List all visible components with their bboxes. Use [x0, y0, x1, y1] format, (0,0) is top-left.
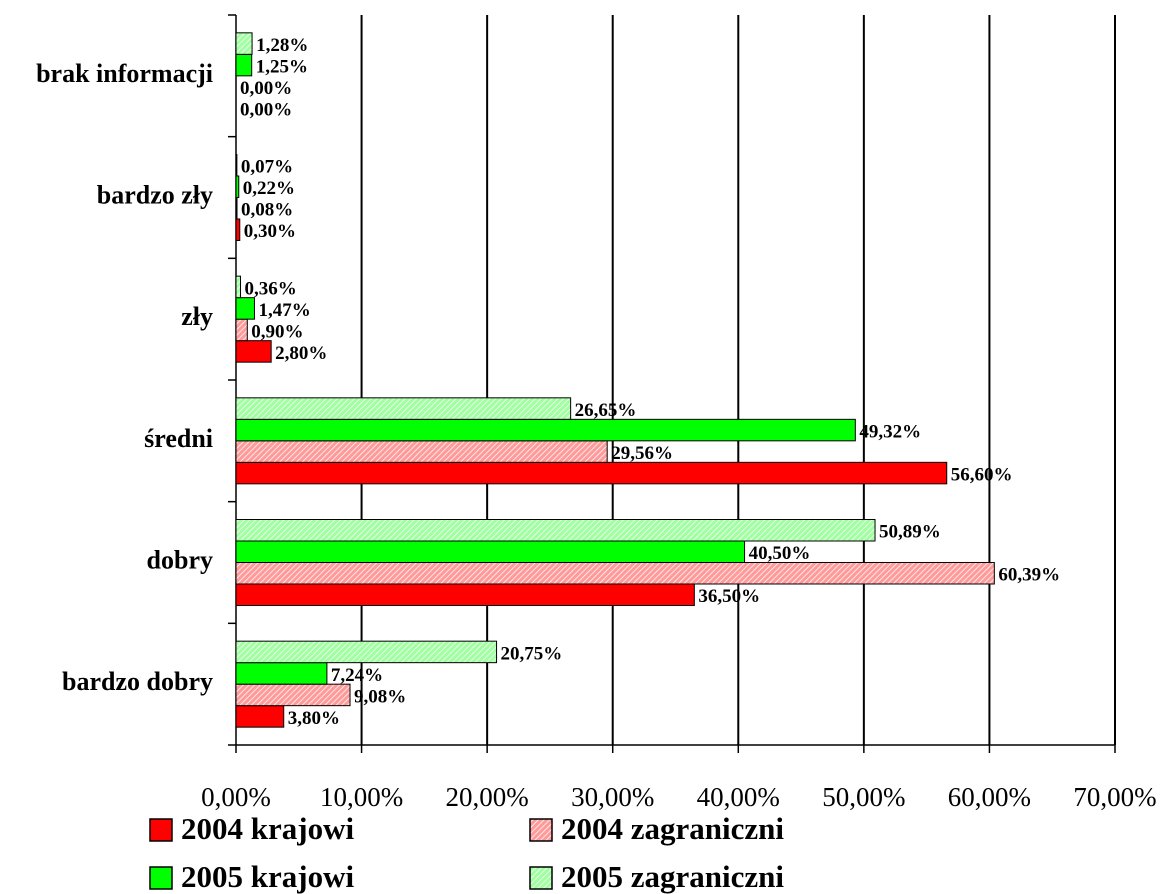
legend-swatch: [529, 818, 553, 842]
bar: [235, 540, 746, 563]
value-label: 1,25%: [256, 56, 308, 77]
x-tick-label: 60,00%: [948, 782, 1031, 812]
legend-label: 2004 krajowi: [181, 811, 354, 846]
bar: [235, 418, 856, 442]
bar: [235, 662, 328, 685]
value-label: 56,60%: [951, 464, 1013, 485]
bar: [235, 705, 285, 728]
value-label: 3,80%: [288, 708, 340, 729]
x-tick-label: 40,00%: [697, 782, 780, 812]
bar: [235, 275, 242, 299]
x-tick-label: 0,00%: [201, 782, 271, 812]
value-label: 1,47%: [258, 300, 310, 321]
value-label: 0,00%: [240, 99, 292, 120]
value-label: 36,50%: [698, 586, 760, 607]
bar: [235, 318, 248, 342]
bar: [235, 197, 238, 220]
legend-swatch: [149, 866, 173, 890]
value-label: 2,80%: [275, 343, 327, 364]
value-label: 29,56%: [611, 443, 673, 464]
x-tick-label: 10,00%: [320, 782, 403, 812]
x-tick-label: 20,00%: [446, 782, 529, 812]
legend-swatch: [529, 866, 553, 890]
bar: [235, 461, 948, 485]
value-label: 9,08%: [354, 686, 406, 707]
value-label: 1,28%: [256, 35, 308, 56]
value-label: 49,32%: [859, 421, 921, 442]
value-label: 7,24%: [331, 665, 383, 686]
bar: [235, 683, 351, 707]
bar: [235, 175, 240, 198]
bar: [235, 519, 876, 542]
x-tick-label: 50,00%: [822, 782, 905, 812]
value-label: 0,22%: [243, 178, 295, 199]
legend-label: 2005 krajowi: [181, 859, 354, 894]
legend-label: 2005 zagraniczni: [561, 859, 784, 894]
bar: [235, 397, 572, 420]
category-label: bardzo zły: [97, 180, 213, 209]
value-label: 0,30%: [244, 221, 296, 242]
legend-swatch: [149, 818, 173, 842]
bar: [235, 440, 608, 463]
category-label: dobry: [147, 545, 213, 574]
bar: [235, 340, 272, 363]
bar: [235, 32, 253, 55]
value-label: 26,65%: [575, 400, 637, 421]
bar: [235, 218, 241, 241]
value-label: 0,36%: [245, 278, 297, 299]
value-label: 0,08%: [241, 200, 293, 221]
value-label: 60,39%: [998, 565, 1060, 586]
value-label: 0,00%: [240, 78, 292, 99]
value-label: 20,75%: [501, 643, 563, 664]
bar: [235, 562, 995, 585]
category-label: średni: [144, 424, 213, 453]
x-tick-label: 70,00%: [1073, 782, 1156, 812]
category-label: brak informacji: [36, 59, 213, 88]
category-label: zły: [181, 302, 213, 331]
x-tick-label: 30,00%: [571, 782, 654, 812]
category-label: bardzo dobry: [62, 667, 213, 696]
value-label: 0,90%: [251, 321, 303, 342]
value-label: 0,07%: [241, 157, 293, 178]
bar: [235, 154, 238, 177]
bar: [235, 583, 695, 606]
value-label: 40,50%: [749, 543, 811, 564]
bar: [235, 297, 255, 320]
value-label: 50,89%: [879, 522, 941, 543]
bar: [235, 640, 498, 664]
bar: [235, 53, 253, 77]
legend-label: 2004 zagraniczni: [561, 811, 784, 846]
